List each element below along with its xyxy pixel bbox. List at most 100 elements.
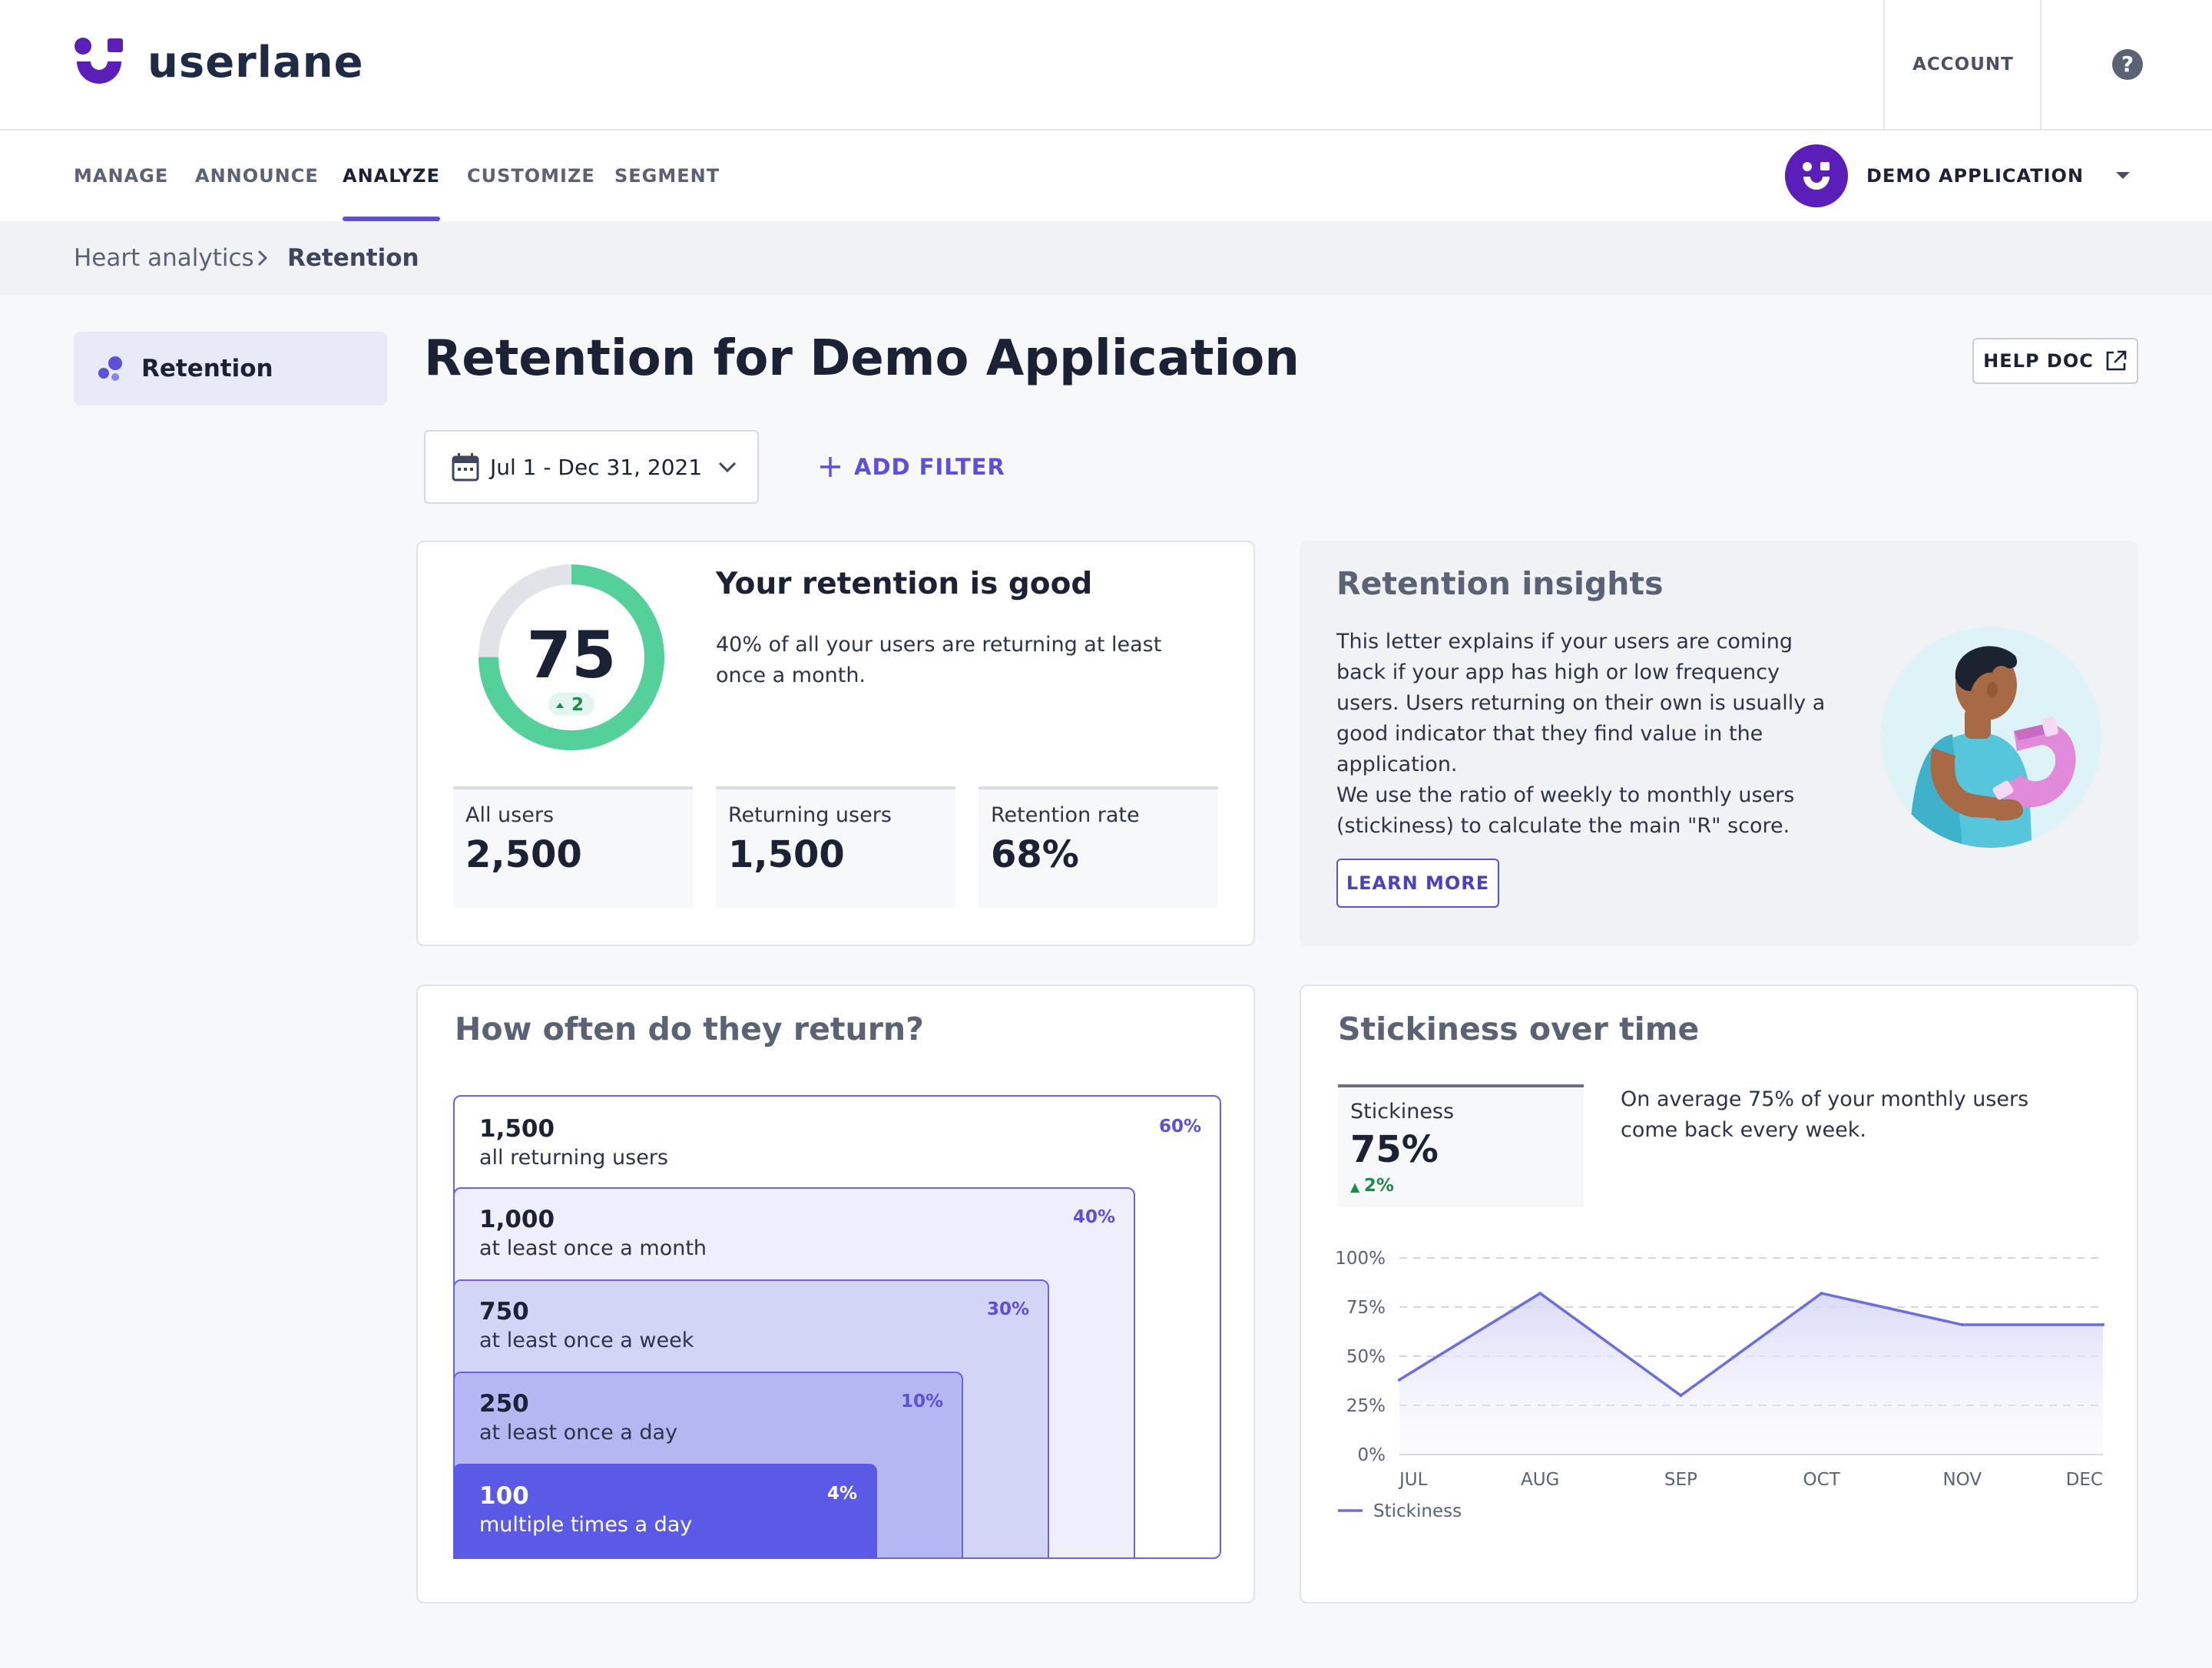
trend-up-icon: ▲ bbox=[1350, 1180, 1364, 1194]
breadcrumb-current: Retention bbox=[287, 244, 419, 272]
retention-insights-card: Retention insights This letter explains … bbox=[1300, 541, 2138, 946]
help-button[interactable]: ? bbox=[2040, 0, 2212, 129]
main-nav: MANAGE ANNOUNCE ANALYZE CUSTOMIZE SEGMEN… bbox=[0, 131, 2212, 221]
frequency-label: at least once a week bbox=[479, 1329, 694, 1352]
calendar-icon bbox=[452, 453, 479, 482]
date-range-picker[interactable]: Jul 1 - Dec 31, 2021 bbox=[424, 430, 759, 504]
y-tick-label: 50% bbox=[1346, 1347, 1386, 1367]
stickiness-delta: ▲ 2% bbox=[1350, 1176, 1571, 1196]
y-tick-label: 25% bbox=[1346, 1396, 1386, 1416]
frequency-nested-chart: 1,500 all returning users 60% 1,000 at l… bbox=[453, 1095, 1221, 1559]
stickiness-title: Stickiness over time bbox=[1338, 1011, 1700, 1047]
stat-value: 2,500 bbox=[465, 833, 582, 876]
nav-announce[interactable]: ANNOUNCE bbox=[195, 165, 319, 187]
app-name: DEMO APPLICATION bbox=[1866, 165, 2085, 187]
date-range-value: Jul 1 - Dec 31, 2021 bbox=[490, 454, 703, 480]
stat-value: 1,500 bbox=[728, 833, 845, 876]
insights-title: Retention insights bbox=[1336, 565, 1664, 602]
stickiness-chart: 0% 25% 50% 75% 100% JUL AUG SEP OCT NOV DEC Sticki… bbox=[1335, 1249, 2104, 1521]
frequency-label: at least once a day bbox=[479, 1421, 678, 1445]
frequency-title: How often do they return? bbox=[455, 1011, 924, 1047]
account-link[interactable]: ACCOUNT bbox=[1883, 0, 2041, 129]
stickiness-delta-value: 2% bbox=[1363, 1176, 1394, 1196]
frequency-value: 1,500 bbox=[479, 1115, 555, 1143]
frequency-level-multiple-daily: 100 multiple times a day 4% bbox=[453, 1464, 877, 1559]
chart-legend: Stickiness bbox=[1338, 1501, 1462, 1521]
stickiness-value: 75% bbox=[1350, 1128, 1439, 1171]
sidebar-item-retention[interactable]: Retention bbox=[74, 332, 387, 405]
insights-paragraph-2: We use the ratio of weekly to monthly us… bbox=[1336, 783, 1795, 838]
page-title: Retention for Demo Application bbox=[424, 330, 1300, 387]
magnet-person-illustration bbox=[1880, 627, 2101, 848]
x-tick-label: SEP bbox=[1664, 1470, 1697, 1490]
frequency-percent: 40% bbox=[1072, 1207, 1115, 1227]
plus-icon bbox=[820, 457, 840, 477]
app-avatar-icon bbox=[1785, 144, 1848, 207]
stat-label: Returning users bbox=[728, 803, 892, 827]
insights-text: This letter explains if your users are c… bbox=[1336, 627, 1843, 842]
svg-text:?: ? bbox=[2121, 51, 2134, 77]
legend-label: Stickiness bbox=[1373, 1501, 1462, 1521]
help-doc-label: HELP DOC bbox=[1983, 350, 2094, 372]
stat-all-users: All users 2,500 bbox=[453, 786, 693, 908]
frequency-label: all returning users bbox=[479, 1146, 668, 1170]
top-bar: userlane ACCOUNT ? bbox=[0, 0, 2212, 131]
nav-segment[interactable]: SEGMENT bbox=[614, 165, 720, 187]
trend-up-icon bbox=[556, 703, 564, 708]
frequency-value: 1,000 bbox=[479, 1206, 555, 1233]
stickiness-label: Stickiness bbox=[1350, 1100, 1455, 1124]
data-point bbox=[1538, 1292, 1542, 1296]
add-filter-button[interactable]: ADD FILTER bbox=[819, 430, 1005, 504]
stat-returning-users: Returning users 1,500 bbox=[716, 786, 955, 908]
caret-down-icon bbox=[2116, 172, 2131, 179]
y-tick-label: 100% bbox=[1335, 1249, 1386, 1269]
x-tick-label: OCT bbox=[1803, 1470, 1840, 1490]
x-tick-label: AUG bbox=[1521, 1470, 1559, 1490]
help-doc-button[interactable]: HELP DOC bbox=[1972, 338, 2138, 384]
data-point bbox=[2101, 1323, 2104, 1327]
stat-retention-rate: Retention rate 68% bbox=[979, 786, 1218, 908]
y-tick-label: 0% bbox=[1358, 1445, 1386, 1465]
frequency-value: 100 bbox=[479, 1482, 529, 1510]
external-link-icon bbox=[2106, 350, 2127, 371]
x-tick-label: DEC bbox=[2066, 1470, 2103, 1490]
score-value: 75 bbox=[527, 617, 617, 693]
frequency-percent: 60% bbox=[1158, 1117, 1201, 1137]
score-delta: 2 bbox=[571, 695, 584, 715]
x-tick-label: JUL bbox=[1398, 1470, 1428, 1490]
y-tick-label: 75% bbox=[1346, 1298, 1386, 1318]
frequency-percent: 4% bbox=[826, 1484, 857, 1504]
stat-label: All users bbox=[465, 803, 555, 827]
nav-manage[interactable]: MANAGE bbox=[74, 165, 169, 187]
chevron-down-icon bbox=[719, 462, 737, 473]
frequency-label: multiple times a day bbox=[479, 1513, 693, 1537]
stat-value: 68% bbox=[991, 833, 1079, 876]
stickiness-card: Stickiness over time Stickiness 75% ▲ 2%… bbox=[1300, 985, 2138, 1603]
app-switcher[interactable]: DEMO APPLICATION bbox=[1785, 143, 2131, 209]
userlane-logo-icon bbox=[75, 38, 123, 84]
add-filter-label: ADD FILTER bbox=[854, 454, 1005, 480]
stickiness-line bbox=[1399, 1291, 2103, 1398]
breadcrumb-parent[interactable]: Heart analytics bbox=[74, 244, 254, 272]
chevron-right-icon bbox=[257, 250, 268, 266]
stickiness-description: On average 75% of your monthly users com… bbox=[1621, 1087, 2029, 1142]
learn-more-button[interactable]: LEARN MORE bbox=[1336, 859, 1499, 908]
frequency-value: 250 bbox=[479, 1390, 529, 1418]
userlane-logo[interactable]: userlane bbox=[74, 37, 364, 88]
score-description: 40% of all your users are returning at l… bbox=[716, 633, 1162, 687]
nav-analyze[interactable]: ANALYZE bbox=[343, 131, 440, 221]
data-point bbox=[1398, 1378, 1401, 1382]
stickiness-area bbox=[1399, 1293, 2103, 1455]
brand-name: userlane bbox=[147, 37, 364, 88]
sidebar-item-label: Retention bbox=[141, 355, 273, 382]
data-point bbox=[1820, 1292, 1823, 1296]
nav-customize[interactable]: CUSTOMIZE bbox=[467, 165, 595, 187]
return-frequency-card: How often do they return? 1,500 all retu… bbox=[416, 985, 1255, 1603]
stickiness-stat: Stickiness 75% ▲ 2% bbox=[1338, 1084, 1584, 1207]
data-point bbox=[1960, 1323, 1964, 1327]
insights-paragraph-1: This letter explains if your users are c… bbox=[1336, 630, 1826, 776]
stat-label: Retention rate bbox=[991, 803, 1140, 827]
frequency-value: 750 bbox=[479, 1298, 529, 1325]
question-circle-icon: ? bbox=[2112, 49, 2143, 80]
score-gauge: 75 2 bbox=[478, 564, 664, 750]
